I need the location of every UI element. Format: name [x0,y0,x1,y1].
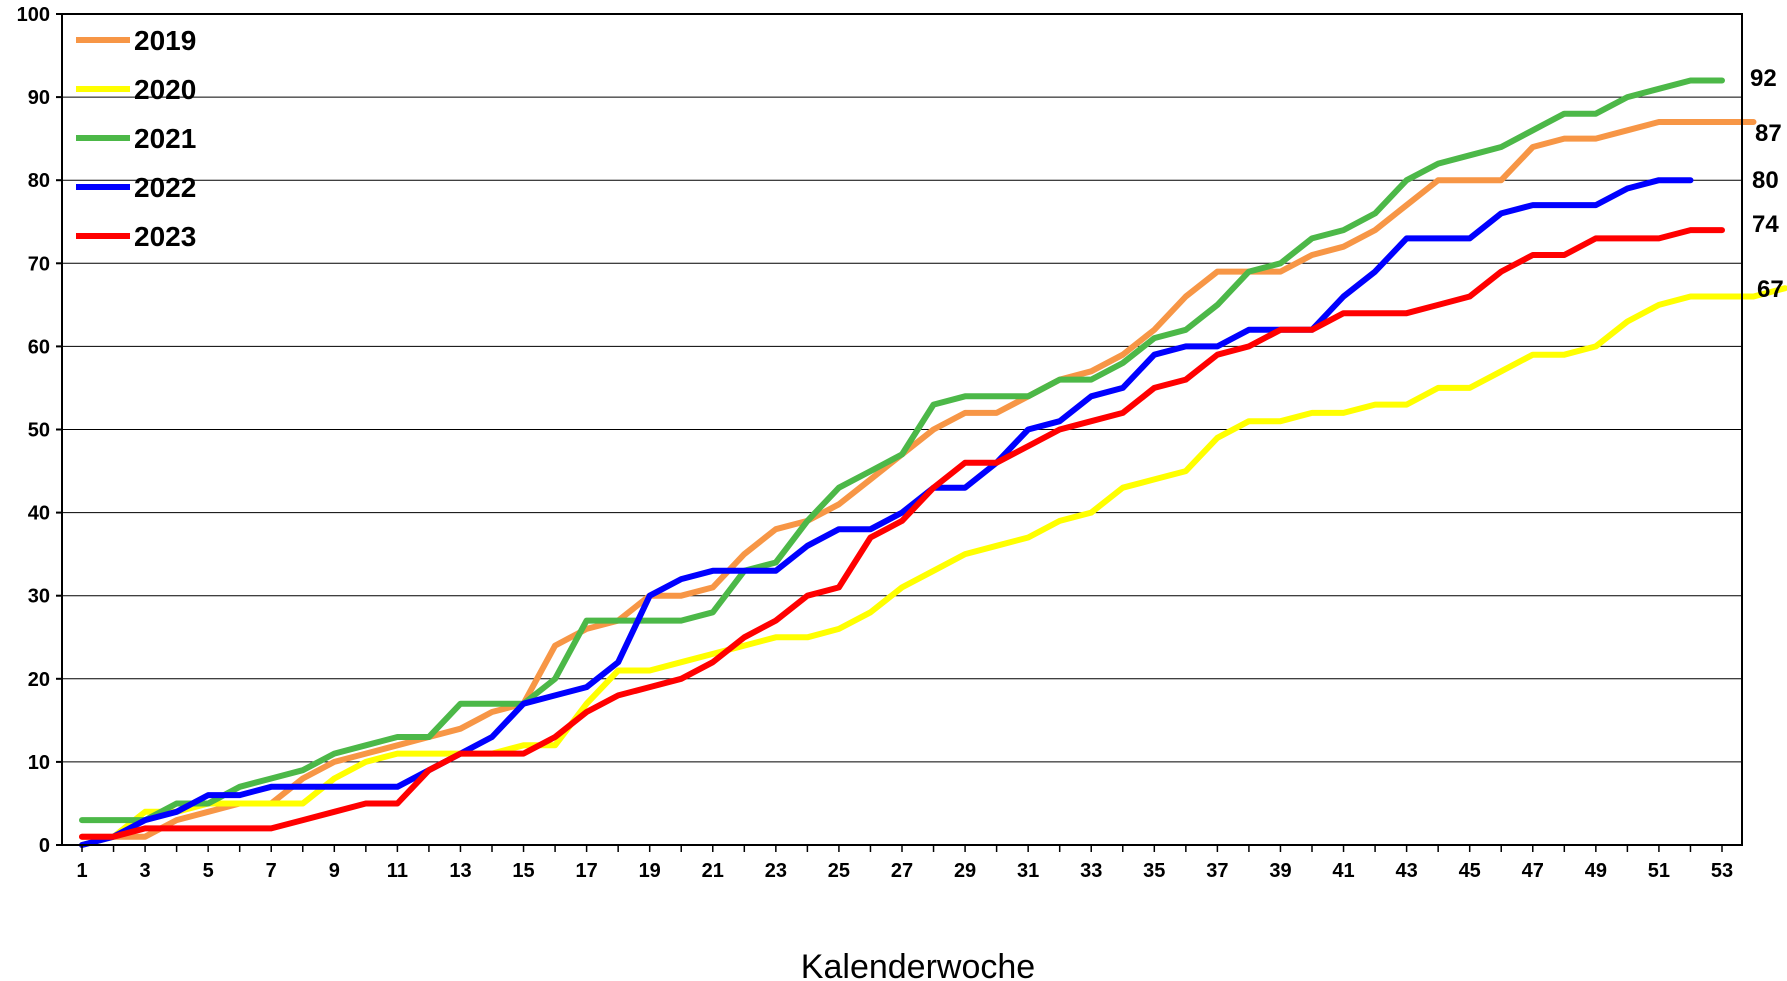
legend-label-2022: 2022 [134,172,196,203]
x-tick-label-29: 29 [954,860,976,882]
x-tick-label-13: 13 [449,860,471,882]
series-line-2023 [79,227,1725,840]
x-tick-label-31: 31 [1017,860,1039,882]
x-tick-label-35: 35 [1143,860,1165,882]
end-label-2019: 87 [1755,120,1782,147]
gridlines [62,96,1742,763]
x-tick-label-33: 33 [1080,860,1102,882]
y-tick-label-80: 80 [28,170,50,192]
y-tick-label-0: 0 [39,835,50,857]
y-tick-label-40: 40 [28,503,50,525]
end-label-2022: 80 [1752,167,1779,194]
y-tick-label-70: 70 [28,253,50,275]
y-tick-label-90: 90 [28,87,50,109]
x-tick-label-7: 7 [266,860,277,882]
legend-label-2019: 2019 [134,25,196,56]
x-tick-label-3: 3 [140,860,151,882]
y-tick-label-50: 50 [28,420,50,442]
series-lines [79,77,1787,848]
x-tick-label-43: 43 [1395,860,1417,882]
x-tick-label-49: 49 [1585,860,1607,882]
end-label-2020: 67 [1757,276,1784,303]
series-line-2020 [79,285,1787,848]
x-tick-label-21: 21 [702,860,724,882]
x-tick-label-15: 15 [512,860,534,882]
x-tick-label-27: 27 [891,860,913,882]
end-label-2021: 92 [1750,65,1777,92]
x-tick-label-19: 19 [639,860,661,882]
x-tick-label-17: 17 [575,860,597,882]
legend-label-2020: 2020 [134,74,196,105]
series-line-2022 [79,177,1694,848]
x-tick-label-25: 25 [828,860,850,882]
series-line-2019 [79,119,1757,840]
x-axis-label: Kalenderwoche [801,948,1035,981]
x-tick-label-1: 1 [76,860,87,882]
x-tick-label-41: 41 [1332,860,1354,882]
y-tick-label-30: 30 [28,586,50,608]
x-tick-label-11: 11 [387,860,408,882]
x-tick-label-5: 5 [203,860,214,882]
legend-label-2021: 2021 [134,123,196,154]
x-tick-label-45: 45 [1459,860,1481,882]
y-tick-label-20: 20 [28,669,50,691]
x-tick-label-9: 9 [329,860,340,882]
x-tick-label-39: 39 [1269,860,1291,882]
legend-label-2023: 2023 [134,221,196,252]
y-tick-label-10: 10 [28,752,50,774]
x-tick-label-47: 47 [1522,860,1544,882]
legend: 2019 2020 2021 2022 2023 [76,25,196,252]
y-tick-label-60: 60 [28,336,50,358]
end-labels: 92 87 80 74 67 [1750,65,1784,303]
x-tick-label-51: 51 [1648,860,1670,882]
y-tick-label-100: 100 [17,4,50,26]
x-tick-label-53: 53 [1711,860,1733,882]
series-line-2021 [79,77,1725,824]
x-axis-ticks: 1 3 5 7 9 11 13 15 17 19 21 23 25 27 29 31 33 35 37 39 41 43 4… [76,845,1733,882]
y-axis-ticks: 0 10 20 30 40 50 60 70 80 90 100 [17,4,62,857]
end-label-2023: 74 [1752,211,1779,238]
x-tick-label-23: 23 [765,860,787,882]
x-tick-label-37: 37 [1206,860,1228,882]
